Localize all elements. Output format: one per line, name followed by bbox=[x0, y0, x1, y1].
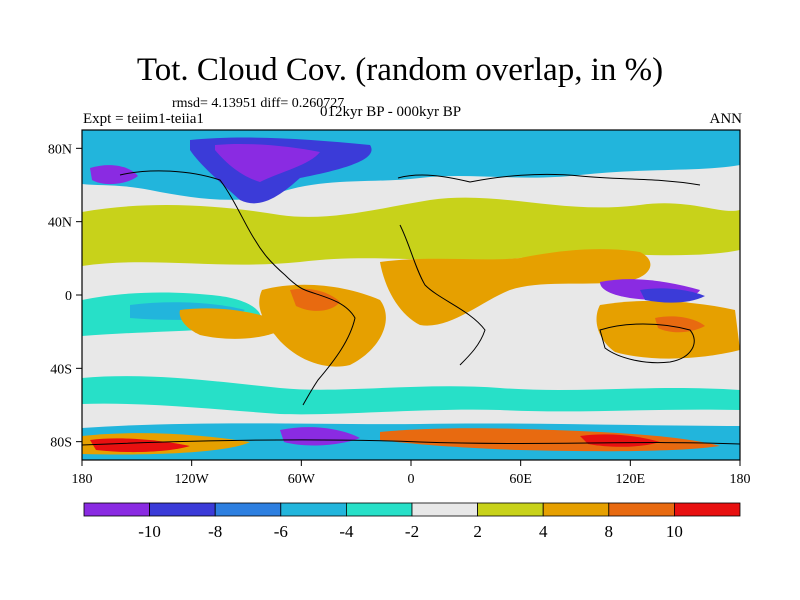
colorbar-label: 10 bbox=[666, 522, 683, 541]
colorbar-swatch bbox=[345, 502, 413, 517]
colorbar-swatch bbox=[542, 502, 610, 517]
lon-tick-label: 60E bbox=[509, 472, 532, 487]
latitude-axis: 80N 40N 0 40S 80S bbox=[48, 142, 82, 451]
experiment-label: Expt = teiim1-teiia1 bbox=[83, 111, 204, 127]
colorbar-label: 2 bbox=[473, 522, 482, 541]
colorbar-label: -10 bbox=[138, 522, 161, 541]
lon-tick-label: 60W bbox=[288, 472, 316, 487]
coastlines bbox=[82, 170, 740, 446]
lon-tick-label: 180 bbox=[730, 472, 751, 487]
colorbar-swatch bbox=[411, 502, 478, 517]
colorbar-swatch bbox=[214, 502, 282, 517]
lon-tick-label: 0 bbox=[408, 472, 415, 487]
lon-tick-label: 180 bbox=[72, 472, 93, 487]
colorbar-swatch bbox=[477, 502, 544, 517]
lat-tick-label: 80N bbox=[48, 142, 72, 157]
contour-antarctic-red-2 bbox=[580, 434, 660, 447]
contour-maritime-blue bbox=[640, 288, 705, 303]
colorbar-label: -2 bbox=[405, 522, 419, 541]
colorbar-label: -4 bbox=[339, 522, 354, 541]
lat-tick-label: 40S bbox=[50, 362, 72, 377]
colorbar-label: -8 bbox=[208, 522, 222, 541]
colorbar-label: 4 bbox=[539, 522, 548, 541]
plot-title: Tot. Cloud Cov. (random overlap, in %) bbox=[136, 52, 664, 88]
contour-field bbox=[82, 130, 740, 460]
lat-tick-label: 40N bbox=[48, 216, 72, 231]
colorbar-swatch bbox=[674, 502, 741, 517]
colorbar-swatch bbox=[280, 502, 347, 517]
lon-tick-label: 120W bbox=[175, 472, 210, 487]
contour-namerica-purple bbox=[215, 143, 320, 182]
contour-australia-red bbox=[655, 316, 705, 333]
contour-samerica bbox=[259, 284, 386, 367]
colorbar-label: 8 bbox=[605, 522, 614, 541]
lon-tick-label: 120E bbox=[616, 472, 646, 487]
contour-antarctic-purple bbox=[280, 427, 360, 446]
lat-tick-label: 80S bbox=[50, 436, 72, 451]
colorbar-swatch bbox=[608, 502, 675, 517]
contour-samerica-red bbox=[290, 288, 340, 311]
period-label: 012kyr BP - 000kyr BP bbox=[320, 104, 462, 120]
longitude-axis: 180 120W 60W 0 60E 120E 180 bbox=[72, 460, 751, 487]
colorbar: -10 -8 -6 -4 -2 2 4 8 10 bbox=[83, 502, 741, 541]
season-label: ANN bbox=[709, 111, 743, 127]
contour-nh-belt bbox=[82, 197, 740, 266]
contour-southern-cyan bbox=[82, 376, 740, 415]
stats-label: rmsd= 4.13951 diff= 0.260727 bbox=[172, 96, 345, 111]
contour-africa bbox=[380, 249, 651, 326]
colorbar-swatch bbox=[149, 502, 216, 517]
colorbar-swatch bbox=[83, 502, 150, 517]
lat-tick-label: 0 bbox=[65, 289, 72, 304]
contour-spacific bbox=[179, 308, 290, 339]
colorbar-label: -6 bbox=[274, 522, 288, 541]
contour-antarctic-red bbox=[90, 438, 190, 453]
contour-alaska bbox=[90, 165, 138, 185]
